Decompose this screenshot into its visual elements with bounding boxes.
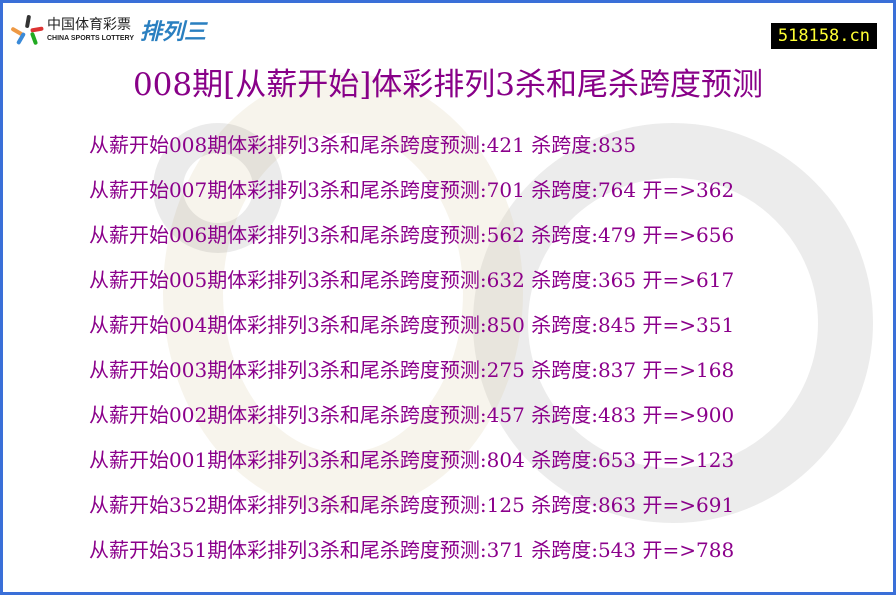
- issue: 001: [169, 448, 208, 472]
- open-label: 开=>: [636, 358, 697, 382]
- issue: 352: [169, 493, 208, 517]
- open-value: 362: [696, 178, 735, 202]
- prefix-label: 从薪开始: [89, 223, 169, 247]
- span-value: 543: [597, 538, 637, 562]
- kill-value: 562: [486, 223, 525, 247]
- span-label: 杀跨度:: [524, 358, 598, 382]
- mid-label: 期体彩排列3杀和尾杀跨度预测:: [207, 178, 487, 202]
- open-label: 开=>: [636, 403, 697, 427]
- kill-value: 850: [486, 313, 525, 337]
- mid-label: 期体彩排列3杀和尾杀跨度预测:: [207, 133, 487, 157]
- kill-value: 701: [486, 178, 525, 202]
- span-label: 杀跨度:: [524, 133, 598, 157]
- mid-label: 期体彩排列3杀和尾杀跨度预测:: [207, 448, 487, 472]
- span-label: 杀跨度:: [524, 538, 598, 562]
- mid-label: 期体彩排列3杀和尾杀跨度预测:: [207, 313, 487, 337]
- open-label: 开=>: [636, 268, 697, 292]
- prefix-label: 从薪开始: [89, 448, 169, 472]
- open-value: 691: [696, 493, 735, 517]
- issue: 008: [169, 133, 208, 157]
- list-item: 从薪开始352期体彩排列3杀和尾杀跨度预测:125 杀跨度:863 开=>691: [89, 491, 734, 536]
- mid-label: 期体彩排列3杀和尾杀跨度预测:: [207, 493, 487, 517]
- list-item: 从薪开始003期体彩排列3杀和尾杀跨度预测:275 杀跨度:837 开=>168: [89, 356, 734, 401]
- span-label: 杀跨度:: [524, 313, 598, 337]
- prefix-label: 从薪开始: [89, 313, 169, 337]
- open-value: 123: [696, 448, 735, 472]
- logo-brand-text: 排列三: [139, 20, 206, 45]
- open-label: 开=>: [636, 538, 697, 562]
- list-item: 从薪开始005期体彩排列3杀和尾杀跨度预测:632 杀跨度:365 开=>617: [89, 266, 734, 311]
- mid-label: 期体彩排列3杀和尾杀跨度预测:: [207, 538, 487, 562]
- open-label: 开=>: [636, 223, 697, 247]
- mid-label: 期体彩排列3杀和尾杀跨度预测:: [207, 268, 487, 292]
- open-label: 开=>: [636, 178, 697, 202]
- span-label: 杀跨度:: [524, 178, 598, 202]
- issue: 351: [169, 538, 208, 562]
- kill-value: 421: [486, 133, 525, 157]
- prediction-list: 从薪开始008期体彩排列3杀和尾杀跨度预测:421 杀跨度:835 从薪开始007…: [89, 131, 734, 581]
- list-item: 从薪开始001期体彩排列3杀和尾杀跨度预测:804 杀跨度:653 开=>123: [89, 446, 734, 491]
- prefix-label: 从薪开始: [89, 268, 169, 292]
- open-value: 656: [696, 223, 735, 247]
- logo-cn-text: 中国体育彩票: [47, 17, 131, 33]
- list-item: 从薪开始006期体彩排列3杀和尾杀跨度预测:562 杀跨度:479 开=>656: [89, 221, 734, 266]
- open-label: 开=>: [636, 448, 697, 472]
- prefix-label: 从薪开始: [89, 538, 169, 562]
- kill-value: 804: [486, 448, 525, 472]
- prefix-label: 从薪开始: [89, 493, 169, 517]
- kill-value: 457: [486, 403, 525, 427]
- span-label: 杀跨度:: [524, 268, 598, 292]
- open-value: 617: [696, 268, 735, 292]
- open-label: 开=>: [636, 313, 697, 337]
- site-badge[interactable]: 518158.cn: [770, 23, 877, 49]
- span-label: 杀跨度:: [524, 223, 598, 247]
- mid-label: 期体彩排列3杀和尾杀跨度预测:: [207, 223, 487, 247]
- mid-label: 期体彩排列3杀和尾杀跨度预测:: [207, 403, 487, 427]
- list-item: 从薪开始351期体彩排列3杀和尾杀跨度预测:371 杀跨度:543 开=>788: [89, 536, 734, 581]
- open-value: 900: [696, 403, 735, 427]
- span-value: 863: [597, 493, 637, 517]
- kill-value: 125: [486, 493, 525, 517]
- span-value: 764: [597, 178, 637, 202]
- list-item: 从薪开始008期体彩排列3杀和尾杀跨度预测:421 杀跨度:835: [89, 131, 734, 176]
- list-item: 从薪开始007期体彩排列3杀和尾杀跨度预测:701 杀跨度:764 开=>362: [89, 176, 734, 221]
- prefix-label: 从薪开始: [89, 358, 169, 382]
- issue: 007: [169, 178, 208, 202]
- logo-en-text: CHINA SPORTS LOTTERY: [47, 35, 134, 42]
- issue: 006: [169, 223, 208, 247]
- span-label: 杀跨度:: [524, 448, 598, 472]
- kill-value: 632: [486, 268, 525, 292]
- kill-value: 275: [486, 358, 525, 382]
- prefix-label: 从薪开始: [89, 133, 169, 157]
- span-value: 483: [597, 403, 637, 427]
- list-item: 从薪开始004期体彩排列3杀和尾杀跨度预测:850 杀跨度:845 开=>351: [89, 311, 734, 356]
- page-title: 008期[从薪开始]体彩排列3杀和尾杀跨度预测: [132, 67, 764, 103]
- issue: 005: [169, 268, 208, 292]
- mid-label: 期体彩排列3杀和尾杀跨度预测:: [207, 358, 487, 382]
- span-label: 杀跨度:: [524, 403, 598, 427]
- open-value: 788: [696, 538, 735, 562]
- prefix-label: 从薪开始: [89, 178, 169, 202]
- prefix-label: 从薪开始: [89, 403, 169, 427]
- span-value: 835: [597, 133, 637, 157]
- span-value: 479: [597, 223, 637, 247]
- issue: 004: [169, 313, 208, 337]
- issue: 003: [169, 358, 208, 382]
- open-value: 168: [696, 358, 735, 382]
- open-value: 351: [696, 313, 735, 337]
- kill-value: 371: [486, 538, 525, 562]
- lottery-star-icon: [10, 14, 44, 46]
- span-value: 845: [597, 313, 637, 337]
- open-label: 开=>: [636, 493, 697, 517]
- span-value: 365: [597, 268, 637, 292]
- china-sports-lottery-logo: 中国体育彩票 CHINA SPORTS LOTTERY 排列三: [10, 13, 206, 47]
- list-item: 从薪开始002期体彩排列3杀和尾杀跨度预测:457 杀跨度:483 开=>900: [89, 401, 734, 446]
- issue: 002: [169, 403, 208, 427]
- span-value: 837: [597, 358, 637, 382]
- span-label: 杀跨度:: [524, 493, 598, 517]
- span-value: 653: [597, 448, 637, 472]
